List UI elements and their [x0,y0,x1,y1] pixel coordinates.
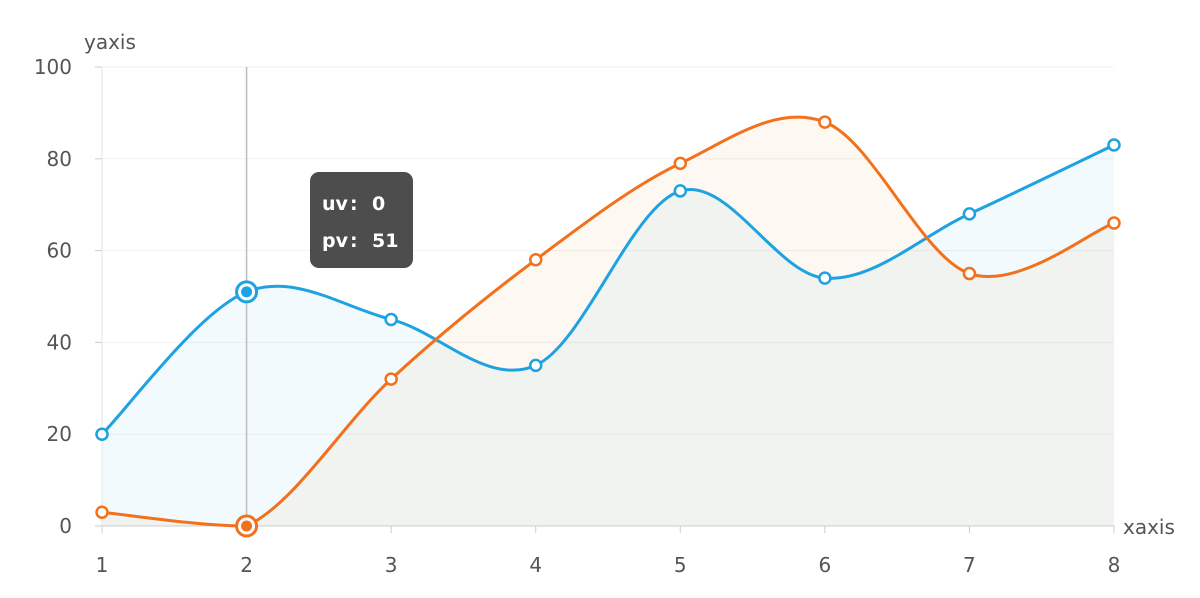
x-tick-label: 4 [529,553,542,577]
area-uv [102,145,1114,526]
point-pv-active-core [241,520,253,532]
x-tick-label: 7 [963,553,976,577]
y-tick-label: 80 [47,147,72,171]
tooltip: uv : 0 pv : 51 [310,172,413,268]
point-uv[interactable] [673,184,688,198]
y-tick-label: 0 [59,514,72,538]
point-pv[interactable] [1107,216,1121,230]
point-uv-active-core [241,286,253,298]
point-pv[interactable] [384,372,398,386]
y-tick-label: 100 [34,55,72,79]
y-tick-label: 60 [47,239,72,263]
point-pv[interactable] [528,253,543,267]
x-tick-label: 8 [1108,553,1121,577]
point-pv[interactable] [95,505,109,519]
tooltip-pv-value: 51 [372,230,398,252]
line-pv [100,115,1116,528]
tooltip-uv-separator: : [350,193,358,215]
series-points[interactable] [95,115,1121,538]
point-uv[interactable] [95,427,109,441]
tooltip-uv-value: 0 [372,193,385,215]
tooltip-pv-separator: : [350,230,358,252]
x-axis-title: xaxis [1123,515,1175,539]
point-uv[interactable] [528,358,543,373]
tooltip-pv-label: pv [322,230,349,252]
point-uv[interactable] [962,207,977,221]
y-tick-label: 40 [47,330,72,354]
area-pv [102,117,1114,526]
x-tick-label: 5 [674,553,687,577]
series-areas [102,117,1114,526]
tooltip-uv-label: uv [322,193,349,215]
point-pv[interactable] [962,266,977,281]
point-pv[interactable] [818,115,832,129]
point-uv[interactable] [1107,138,1121,152]
point-pv[interactable] [673,156,688,171]
y-tick-label: 20 [47,422,72,446]
x-tick-label: 2 [240,553,253,577]
axes: 0 20 40 60 80 100 1 2 3 4 5 6 7 8 [34,55,1121,577]
grid-lines [102,66,1114,435]
x-tick-label: 3 [385,553,398,577]
x-tick-label: 6 [818,553,831,577]
tooltip-box [310,172,413,268]
point-uv[interactable] [384,312,398,327]
y-axis-title: yaxis [84,30,136,54]
point-uv[interactable] [818,271,832,285]
x-tick-label: 1 [96,553,109,577]
